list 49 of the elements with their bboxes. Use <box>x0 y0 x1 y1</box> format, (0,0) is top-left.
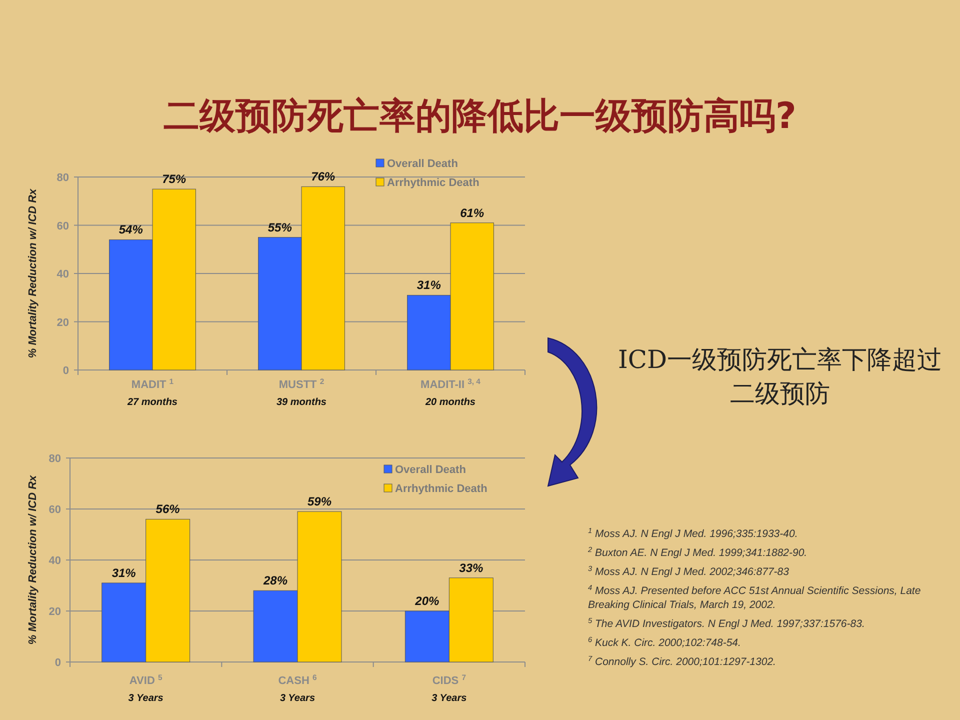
y-tick-label: 40 <box>56 268 69 280</box>
y-tick-label: 60 <box>48 504 61 516</box>
y-tick-label: 60 <box>56 220 69 232</box>
x-tick-label: AVID $^{5}$ <box>129 672 163 687</box>
x-tick-label: MADIT $^{1}$ <box>131 376 174 391</box>
text: $^{7}$ Connolly S. Circ. 2000;101:1297-1302. <box>588 654 776 668</box>
x-tick-label: MUSTT $^{2}$ <box>278 376 324 391</box>
text: $^{2}$ Buxton AE. N Engl J Med. 1999;341:1882-90. <box>587 544 808 559</box>
legend-label: Overall Death <box>387 158 458 170</box>
text: 3 Years <box>280 693 316 704</box>
y-tick-label: 20 <box>48 606 61 618</box>
data-label: 75% <box>162 172 186 186</box>
x-tick-label: CIDS $^{7}$ <box>432 672 466 687</box>
x-tick-label: CASH $^{6}$ <box>278 672 317 687</box>
y-axis-title: % Mortality Reduction w/ ICD Rx <box>27 474 39 645</box>
y-tick-label: 20 <box>56 316 69 329</box>
text: $^{1}$ Moss AJ. N Engl J Med. 1996;335:1933-40. <box>588 526 798 540</box>
x-tick-label: MADIT-II $^{3, 4}$ <box>420 376 482 391</box>
text: ICD一级预防死亡率下降超过二级预防 <box>618 345 942 408</box>
chart-title: 二级预防死亡率的降低比一级预防高吗? <box>164 96 796 137</box>
data-label: 54% <box>118 222 144 237</box>
data-label: 33% <box>459 560 484 575</box>
legend-label: Arrhythmic Death <box>395 483 488 495</box>
data-label: 31% <box>112 566 136 580</box>
data-label: 59% <box>307 494 332 509</box>
text: 20 months <box>424 397 476 408</box>
text: $^{6}$ Kuck K. Circ. 2000;102:748-54. <box>588 634 741 649</box>
text: 3 Years <box>128 693 164 704</box>
text: 3 Years <box>432 693 468 704</box>
data-label: 28% <box>262 574 288 588</box>
y-tick-label: 0 <box>54 657 61 669</box>
text: 39 months <box>276 397 327 408</box>
data-label: 31% <box>416 278 442 292</box>
data-label: 56% <box>156 502 180 516</box>
text: $^{3}$ Moss AJ. N Engl J Med. 2002;346:877-83 <box>588 564 790 578</box>
data-label: 20% <box>414 594 440 608</box>
legend-label: Arrhythmic Death <box>387 177 480 189</box>
data-label: 61% <box>460 206 484 220</box>
y-axis-title: % Mortality Reduction w/ ICD Rx <box>27 188 39 358</box>
text: $^{4}$ Moss AJ. Presented before ACC 51st Annual Scientific Sessions, Late Breaking Clinical Trials, March 19, 2002. <box>588 582 921 611</box>
y-tick-label: 0 <box>62 365 69 377</box>
text: 27 months <box>126 397 178 408</box>
legend-label: Overall Death <box>395 464 466 476</box>
text: $^{5}$ The AVID Investigators. N Engl J Med. 1997;337:1576-83. <box>588 616 865 630</box>
data-label: 55% <box>268 220 292 234</box>
data-label: 76% <box>311 170 336 184</box>
y-tick-label: 40 <box>48 555 61 567</box>
y-tick-label: 80 <box>56 172 69 184</box>
y-tick-label: 80 <box>48 453 61 465</box>
